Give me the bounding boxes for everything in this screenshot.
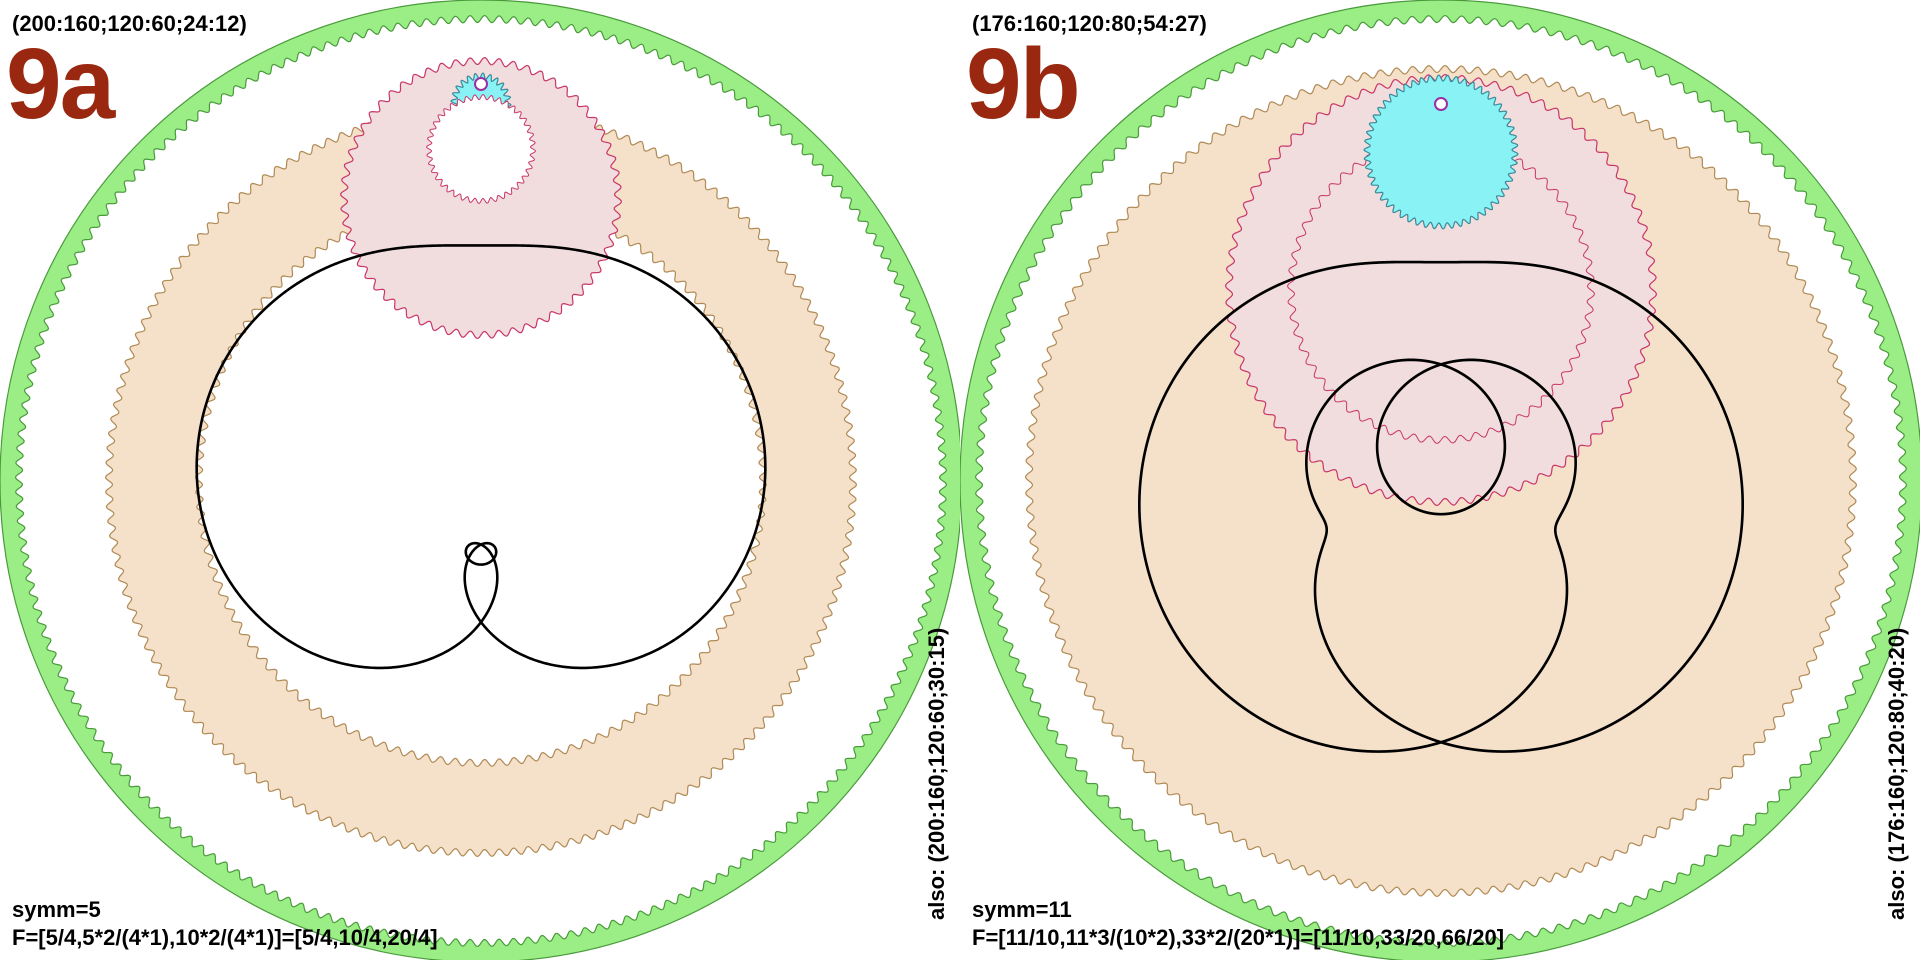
gear-parameters: (176:160;120:80;54:27) <box>972 11 1207 36</box>
outer-ring-gear <box>960 0 1920 960</box>
frequency-formula: F=[5/4,5*2/(4*1),10*2/(4*1)]=[5/4,10/4,2… <box>12 925 438 950</box>
spirograph-gear-diagram-9b <box>960 0 1920 960</box>
small-gear <box>1363 74 1519 230</box>
figure-label: 9b <box>966 28 1081 140</box>
outer-ring-gear <box>0 0 960 960</box>
big-ring-gear <box>105 105 857 857</box>
mid-ring-inner-gear <box>1287 136 1595 444</box>
gear-parameters: (200:160;120:60;24:12) <box>12 11 247 36</box>
spirograph-gear-diagram-9a <box>0 0 960 960</box>
small-gear-inner <box>426 94 536 204</box>
symmetry-text: symm=5 <box>12 897 101 922</box>
frequency-formula: F=[11/10,11*3/(10*2),33*2/(20*1)]=[11/10… <box>972 925 1505 950</box>
pen-point <box>474 77 488 91</box>
spirograph-curve <box>195 244 767 670</box>
alternate-parameters: also: (200:160;120:60;30:15) <box>924 627 949 920</box>
pen-point <box>1434 97 1448 111</box>
panel-9a: (200:160;120:60;24:12) 9a symm=5 F=[5/4,… <box>0 0 960 960</box>
alternate-parameters: also: (176:160;120:80;40:20) <box>1884 627 1909 920</box>
spirograph-curve <box>1138 260 1744 753</box>
panel-9b: (176:160;120:80;54:27) 9b symm=11 F=[11/… <box>960 0 1920 960</box>
figure-label: 9a <box>6 28 115 140</box>
symmetry-text: symm=11 <box>972 897 1072 922</box>
